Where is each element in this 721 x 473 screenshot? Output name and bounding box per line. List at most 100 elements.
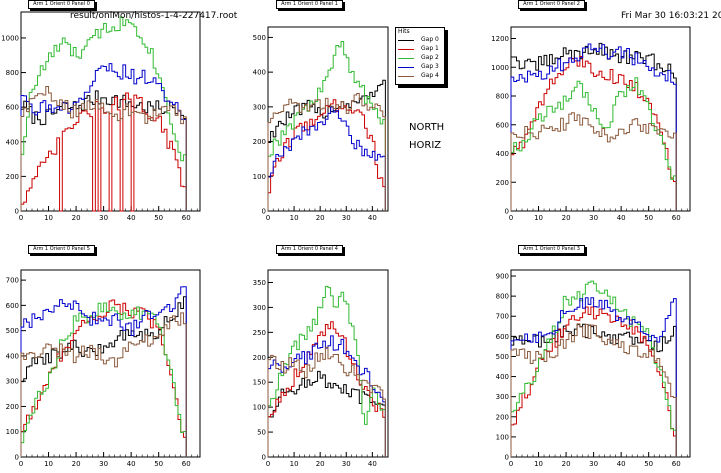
y-tick-label: 250 [253,329,266,337]
y-tick-label: 50 [257,429,266,437]
y-tick-label: 200 [496,413,509,421]
x-tick-label: 30 [589,214,598,222]
y-tick-label: 400 [6,352,19,360]
plot-frame [510,269,691,458]
y-tick-label: 700 [6,277,19,285]
series-gap-3 [20,286,187,457]
y-tick-label: 0 [15,454,19,462]
y-tick-label: 200 [253,354,266,362]
panel-title-1: Arm 1 Orient 0 Panel 1 [276,0,343,9]
x-tick-label: 20 [562,214,571,222]
y-tick-label: 800 [6,69,19,77]
x-tick-label: 30 [342,214,351,222]
plot-frame [267,26,389,212]
legend-item: Gap 0 [398,36,444,45]
x-tick-label: 60 [672,460,681,468]
legend-item: Gap 2 [398,54,444,63]
x-tick-label: 50 [644,460,653,468]
series-gap-1 [267,99,386,211]
x-tick-label: 60 [182,214,191,222]
histogram-panel-4: 0 10 20 30 40 0 50 100 150 200 250 300 350 [253,269,389,468]
legend-swatch [398,49,414,50]
legend-swatch [398,67,414,68]
y-tick-label: 400 [496,150,509,158]
x-tick-label: 30 [99,460,108,468]
y-tick-label: 700 [496,313,509,321]
x-tick-label: 10 [290,460,299,468]
y-tick-label: 800 [496,93,509,101]
y-tick-label: 100 [253,173,266,181]
legend-title: Hits [398,28,410,35]
series-gap-1 [267,321,386,457]
y-tick-label: 500 [6,327,19,335]
plot-frame [20,269,201,458]
series-gap-3 [267,106,386,211]
file-name: result/onlMon/histos-1-4-227417.root [70,11,238,21]
y-tick-label: 600 [6,104,19,112]
x-tick-label: 50 [644,214,653,222]
series-gap-0 [267,79,386,211]
legend-label: Gap 1 [421,45,439,52]
y-tick-label: 500 [253,34,266,42]
series-gap-1 [20,299,187,457]
series-gap-2 [510,77,677,211]
legend-swatch [398,40,414,41]
y-tick-label: 350 [253,279,266,287]
x-tick-label: 50 [154,214,163,222]
legend-label: Gap 0 [421,36,439,43]
series-gap-2 [267,285,386,457]
x-tick-label: 60 [182,460,191,468]
y-tick-label: 200 [496,179,509,187]
x-tick-label: 40 [617,214,626,222]
series-gap-3 [510,297,677,457]
x-tick-label: 10 [534,460,543,468]
series-gap-3 [267,335,386,457]
series-gap-1 [510,55,677,211]
series-gap-4 [267,346,386,457]
y-tick-label: 0 [15,208,19,216]
y-tick-label: 100 [253,404,266,412]
series-gap-3 [20,63,187,211]
x-tick-label: 0 [19,460,23,468]
y-tick-label: 500 [496,353,509,361]
date-stamp: Fri Mar 30 16:03:21 2007 [621,11,721,21]
y-tick-label: 100 [6,428,19,436]
horiz-label: HORIZ [409,140,442,151]
series-gap-2 [20,16,187,211]
legend-item: Gap 4 [398,72,444,81]
series-gap-3 [510,43,677,211]
series-gap-4 [510,323,677,457]
x-tick-label: 0 [266,214,270,222]
series-gap-2 [267,40,386,211]
series-gap-0 [510,42,677,211]
x-tick-label: 10 [44,214,53,222]
histogram-panel-5: 0 10 20 30 40 50 60010020030040050060070080090… [496,269,691,468]
series-gap-4 [20,312,187,457]
legend-label: Gap 2 [421,54,439,61]
y-tick-label: 400 [6,138,19,146]
x-tick-label: 0 [509,214,513,222]
y-tick-label: 400 [496,373,509,381]
x-tick-label: 20 [316,460,325,468]
series-gap-4 [20,86,187,211]
x-tick-label: 60 [672,214,681,222]
legend-label: Gap 4 [421,72,439,79]
legend-swatch [398,76,414,77]
x-tick-label: 0 [19,214,23,222]
panel-title-5: Arm 1 Orient 0 Panel 3 [518,245,585,254]
series-gap-0 [267,370,386,457]
x-tick-label: 40 [368,460,377,468]
y-tick-label: 150 [253,379,266,387]
x-tick-label: 30 [99,214,108,222]
panel-title-4: Arm 1 Orient 0 Panel 4 [276,245,343,254]
x-tick-label: 10 [290,214,299,222]
y-tick-label: 300 [496,393,509,401]
y-tick-label: 200 [6,403,19,411]
series-gap-4 [510,112,677,211]
y-tick-label: 600 [496,121,509,129]
y-tick-label: 600 [6,302,19,310]
y-tick-label: 200 [253,138,266,146]
